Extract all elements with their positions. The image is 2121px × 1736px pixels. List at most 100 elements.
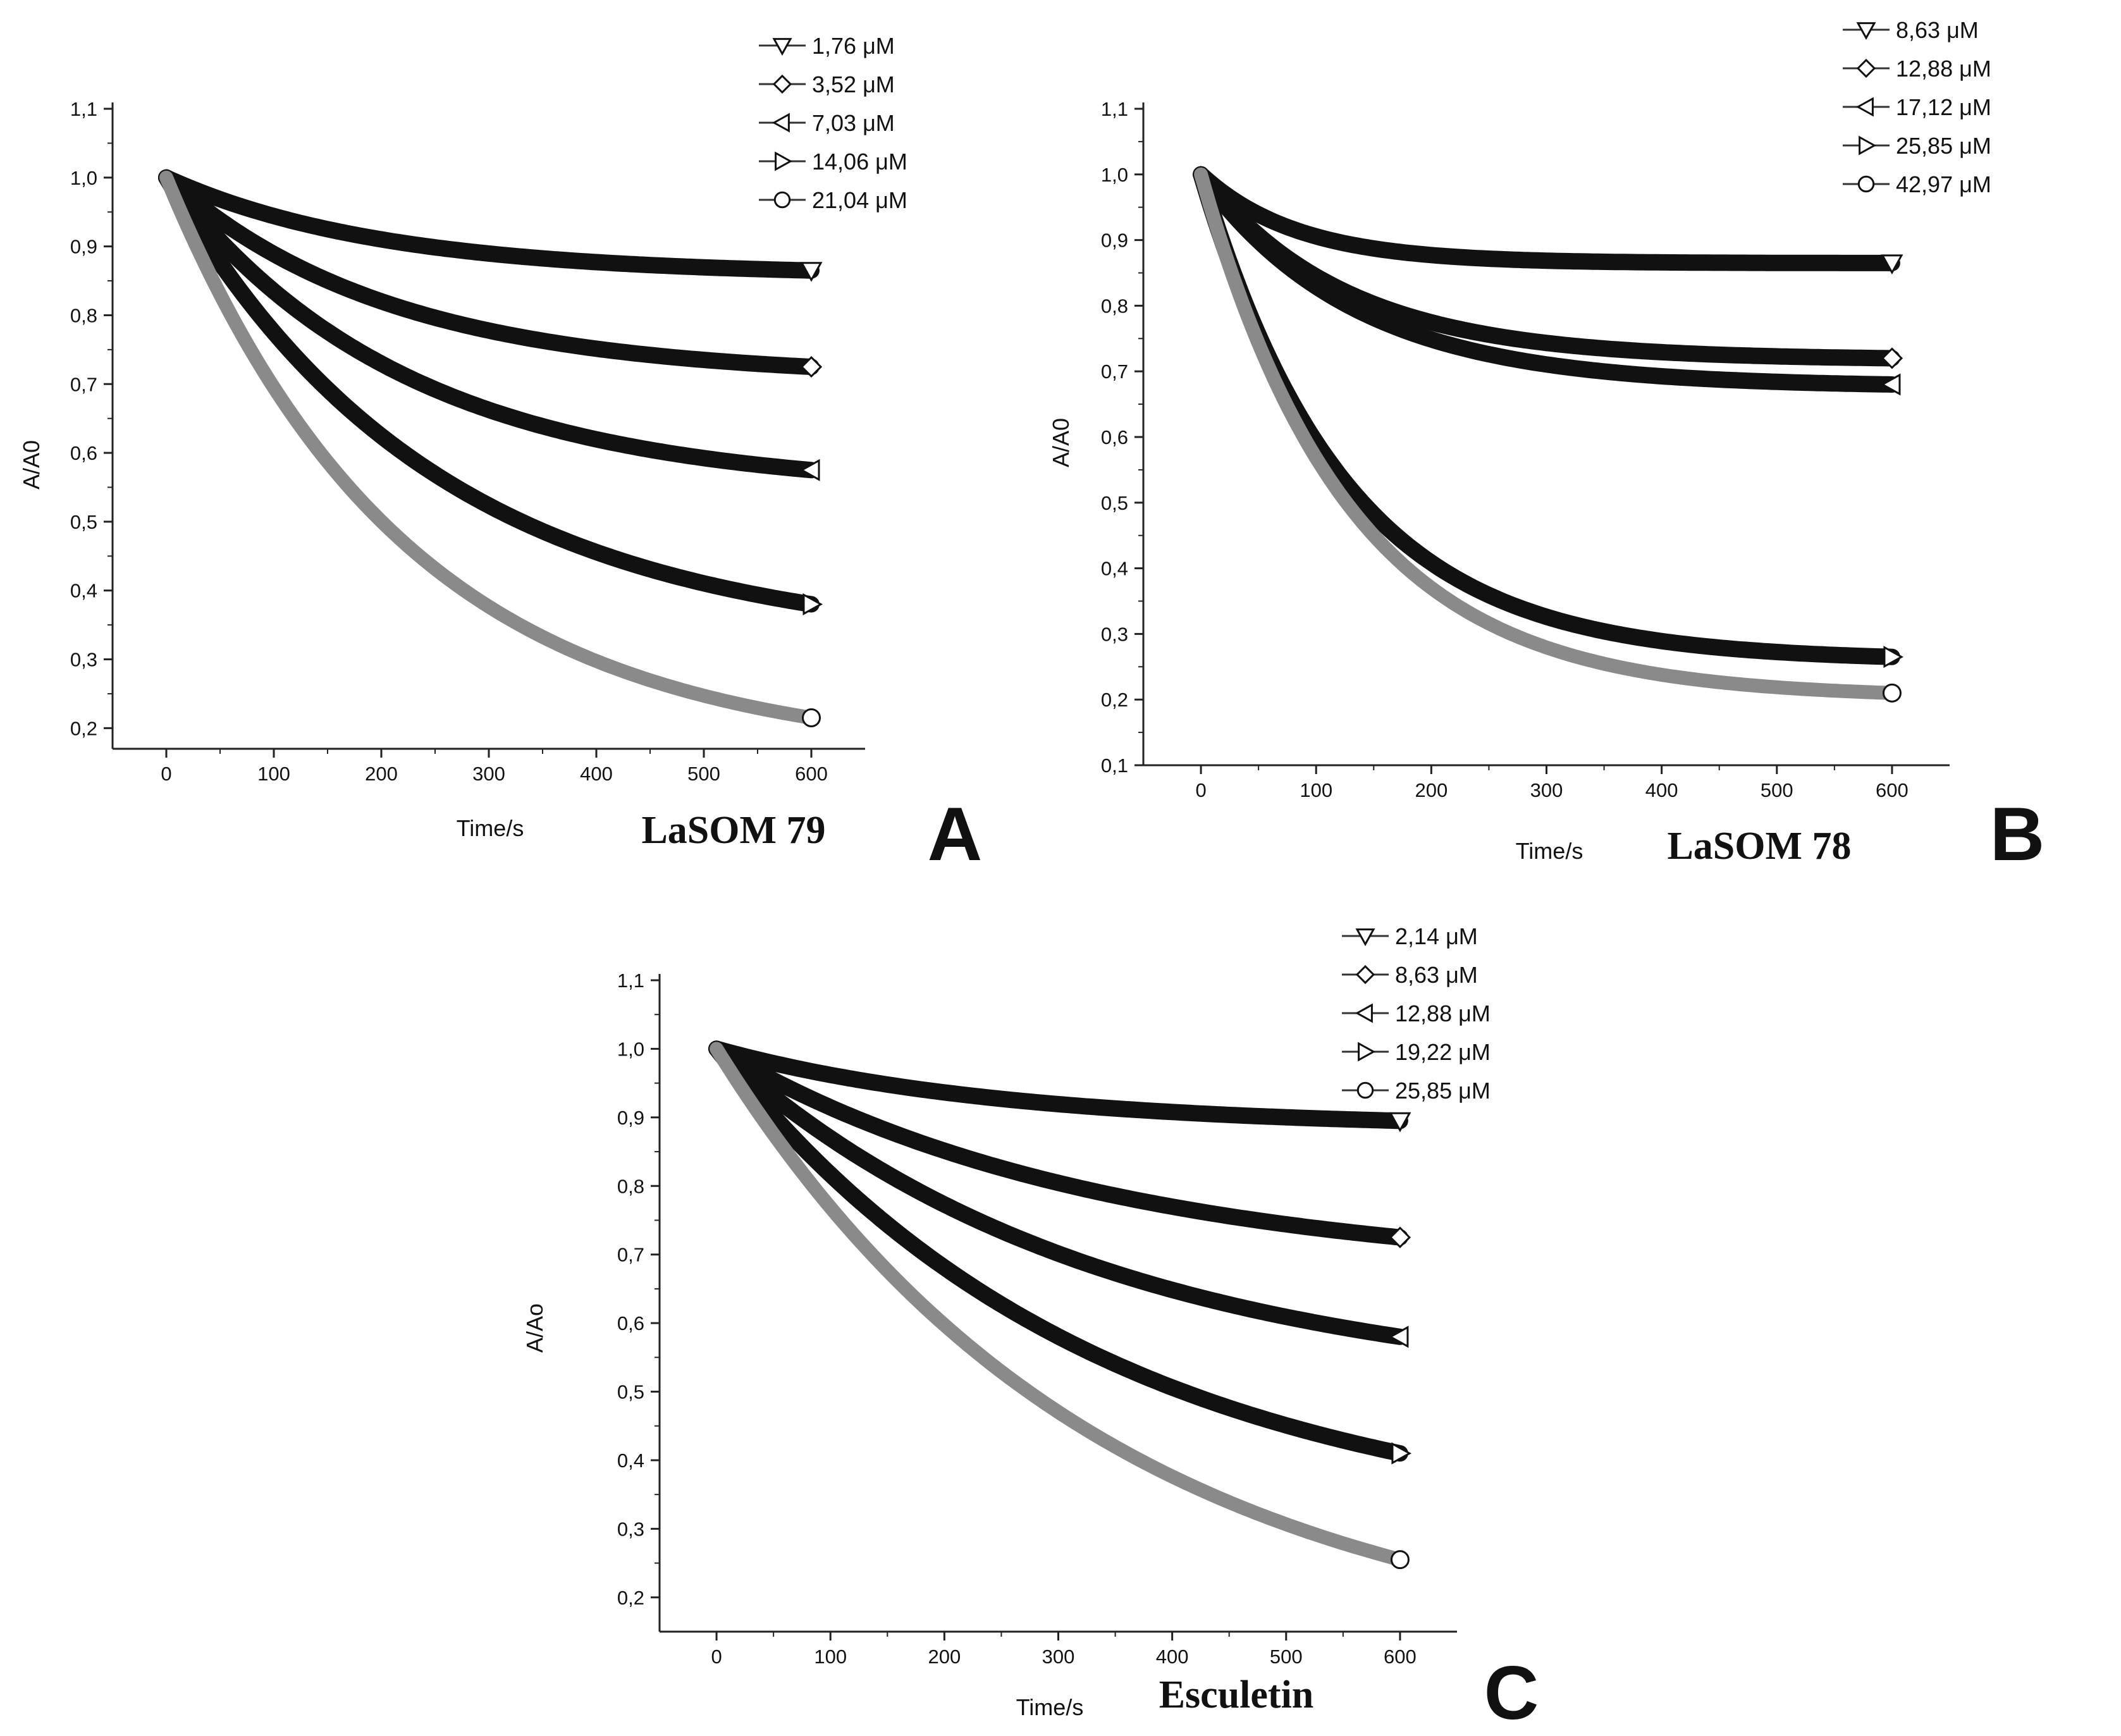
panel-b-y-tick-label: 0,5 (1101, 492, 1128, 514)
panel-b-legend: 8,63 μM 12,88 μM 17,12 μM 25,85 μM 42,97 μM (1843, 17, 1991, 197)
panel-b-y-tick-label: 0,1 (1101, 754, 1128, 777)
panel-a-series-line (158, 169, 820, 613)
panel-a-legend-label: 7,03 μM (812, 110, 895, 136)
panel-a-y-tick-label: 0,4 (70, 580, 97, 602)
panel-b-y-tick-label: 0,3 (1101, 623, 1128, 645)
panel-c-series-end-marker (1391, 1442, 1412, 1465)
panel-b-series-line (1193, 166, 1900, 393)
panel-a-series-end-marker (802, 593, 823, 616)
panel-a-ylabel: A/A0 (18, 440, 44, 489)
panel-b-y-tick-label: 0,8 (1101, 295, 1128, 317)
panel-c-y-tick-label: 0,5 (617, 1381, 644, 1403)
panel-c-y-tick-label: 1,1 (617, 970, 644, 992)
panel-c-x-tick-label: 300 (1042, 1646, 1075, 1668)
panel-a-legend-label: 1,76 μM (812, 33, 895, 59)
panel-b-legend-label: 42,97 μM (1896, 171, 1991, 197)
panel-a-legend-marker (775, 151, 793, 171)
panel-b-marks (1193, 166, 1904, 703)
panel-b-series-end-marker (1881, 254, 1903, 275)
panel-c-y-tick-label: 1,0 (617, 1038, 644, 1060)
panel-a-series-end-marker (802, 708, 821, 728)
panel-a-x-tick-label: 100 (257, 763, 290, 785)
panel-b-legend-label: 8,63 μM (1896, 17, 1979, 43)
panel-b-x-tick-label: 400 (1645, 779, 1678, 801)
panel-a-x-tick-label: 200 (365, 763, 398, 785)
panel-b-x-tick-label: 300 (1530, 779, 1563, 801)
panel-b-x-tick-label: 200 (1415, 779, 1448, 801)
panel-c-series-line (708, 1040, 1408, 1130)
panel-b-legend-marker (1856, 58, 1876, 78)
panel-a-legend-marker (772, 38, 792, 56)
panel-b-legend-label: 17,12 μM (1896, 94, 1991, 120)
panel-c-y-tick-label: 0,2 (617, 1587, 644, 1609)
panel-b-legend-label: 12,88 μM (1896, 56, 1991, 82)
panel-c-y-tick-label: 0,6 (617, 1312, 644, 1334)
panel-c-legend-marker (1358, 1042, 1376, 1062)
panel-c-y-tick-label: 0,3 (617, 1518, 644, 1540)
panel-b-plot-area: 0 100 200 300 400 500 600 0,1 0,2 0,3 0,4 0,5 0,6 0,7… (1101, 98, 1950, 801)
panel-c-x-tick-label: 200 (928, 1646, 961, 1668)
panel-b-x-tick-label: 600 (1876, 779, 1909, 801)
panel-c-series-end-marker (1389, 1226, 1411, 1248)
panel-b-series-line (1194, 167, 1899, 700)
panel-a-legend-marker (772, 74, 792, 94)
panel-c-legend-marker (1355, 1003, 1373, 1023)
panel-c-letter: C (1484, 1651, 1539, 1735)
panel-a-xlabel: Time/s (457, 815, 524, 841)
panel-c-series-end-marker (1390, 1550, 1410, 1570)
panel-b-legend-marker (1857, 175, 1875, 193)
panel-b-series-end-marker (1881, 347, 1903, 369)
panel-c-legend-label: 8,63 μM (1395, 962, 1478, 988)
panel-c-x-tick-label: 500 (1270, 1646, 1303, 1668)
panel-b-y-tick-label: 0,6 (1101, 426, 1128, 448)
panel-a-legend-label: 3,52 μM (812, 71, 895, 97)
panel-c-legend: 2,14 μM 8,63 μM 12,88 μM 19,22 μM 25,85 μM (1342, 923, 1491, 1104)
panel-c-y-tick-label: 0,8 (617, 1175, 644, 1197)
panel-a-y-tick-label: 1,1 (70, 98, 97, 120)
panel-b-y-tick-label: 0,4 (1101, 558, 1128, 580)
panel-c-legend-marker (1356, 1081, 1374, 1099)
panel-c-series-line (708, 1040, 1408, 1246)
panel-c-series-end-marker (1389, 1112, 1411, 1133)
panel-c-y-tick-label: 0,7 (617, 1244, 644, 1266)
panel-c-compound-label: Esculetin (1159, 1673, 1314, 1716)
panel-c-legend-label: 19,22 μM (1395, 1039, 1491, 1065)
panel-b-ylabel: A/A0 (1048, 418, 1074, 467)
panel-a-legend-label: 14,06 μM (812, 149, 907, 175)
panel-b-legend-marker (1855, 97, 1874, 117)
panel-b-y-tick-label: 1,0 (1101, 164, 1128, 186)
panel-b-legend-marker (1859, 135, 1877, 156)
panel-b-series-line (1193, 166, 1900, 367)
panel-a-y-tick-label: 0,6 (70, 442, 97, 464)
panel-c-series-line (710, 1042, 1407, 1567)
panel-b-y-tick-label: 1,1 (1101, 98, 1128, 120)
panel-c-plot-area: 0 100 200 300 400 500 600 0,2 0,3 0,4 0,5 0,6 0,7 0,8… (617, 970, 1457, 1668)
panel-c-series-line (708, 1040, 1408, 1345)
panel-a-legend-marker (773, 191, 791, 209)
panel-b-y-tick-label: 0,9 (1101, 230, 1128, 252)
panel-c-legend-marker (1355, 928, 1375, 947)
panel-a-series-end-marker (799, 459, 820, 481)
panel-c-ylabel: A/Ao (522, 1303, 548, 1353)
panel-a-series-line (159, 170, 818, 725)
panel-a-x-tick-label: 400 (580, 763, 613, 785)
panel-c-legend-label: 2,14 μM (1395, 923, 1478, 949)
panel-a-legend-label: 21,04 μM (812, 187, 907, 213)
panel-b-y-tick-label: 0,2 (1101, 689, 1128, 711)
panel-a-series-line (158, 169, 820, 479)
panel-a-y-tick-label: 0,2 (70, 717, 97, 739)
panel-a-compound-label: LaSOM 79 (641, 809, 825, 852)
panel-b-xlabel: Time/s (1516, 838, 1583, 864)
panel-b-x-tick-label: 500 (1761, 779, 1793, 801)
panel-c-series-end-marker (1388, 1326, 1409, 1348)
panel-b-series-end-marker (1880, 373, 1901, 396)
panel-a-series-line (158, 169, 820, 279)
panel-b-letter: B (1990, 792, 2045, 877)
panel-a-series-end-marker (800, 355, 823, 378)
panel-c-y-tick-label: 0,9 (617, 1107, 644, 1129)
panel-c-x-tick-label: 400 (1156, 1646, 1189, 1668)
panel-b-x-tick-label: 0 (1195, 779, 1206, 801)
panel-a-x-tick-label: 300 (472, 763, 505, 785)
panel-a-y-tick-label: 0,8 (70, 304, 97, 326)
